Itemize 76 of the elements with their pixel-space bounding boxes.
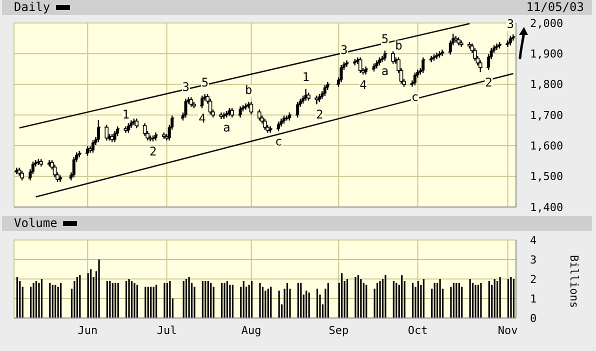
candlestick	[453, 35, 458, 43]
annotation: 2	[485, 75, 492, 90]
candlestick	[340, 64, 343, 83]
text: 11/05/03	[526, 0, 584, 15]
x-tick-label: Jun	[78, 324, 98, 337]
candlestick	[76, 150, 82, 158]
candlestick	[323, 84, 326, 97]
annotation: 1	[122, 108, 130, 122]
y-tick-label: 4	[530, 234, 537, 247]
candlestick	[284, 115, 290, 122]
candlestick	[72, 156, 76, 178]
y-tick-label: 1	[530, 292, 537, 306]
candlestick	[344, 60, 350, 68]
y-tick-label: 1,800	[530, 78, 564, 92]
candlestick	[130, 120, 133, 129]
candlestick	[478, 60, 482, 73]
annotation: 3	[506, 17, 514, 32]
candlestick	[134, 118, 139, 129]
candlestick	[268, 126, 273, 134]
annotation: c	[275, 134, 282, 149]
x-tick-label: Sep	[328, 324, 349, 337]
annotation: c	[411, 90, 419, 104]
candlestick	[230, 107, 234, 118]
annotation: b	[395, 38, 402, 53]
annotation: 5	[201, 75, 209, 90]
annotation: 4	[198, 112, 206, 126]
candlestick	[375, 60, 378, 69]
candlestick	[473, 48, 477, 62]
y-axis-title: Billions	[568, 254, 580, 308]
x-tick-label: Jul	[156, 324, 177, 337]
y-tick-label: 1,400	[530, 200, 564, 214]
annotation: 2	[150, 144, 157, 159]
annotation: 3	[182, 80, 190, 94]
candlestick	[306, 92, 310, 102]
candlestick	[440, 49, 445, 57]
annotation: 4	[360, 78, 367, 92]
chart-title: Daily	[14, 0, 50, 14]
candlestick	[184, 98, 188, 118]
y-tick-label: 1,900	[530, 48, 564, 61]
candlestick	[58, 174, 63, 182]
candlestick	[505, 40, 510, 48]
x-tick-label: Aug	[241, 324, 262, 337]
x-tick-label: Nov	[498, 324, 518, 337]
y-tick-label: 0	[530, 312, 537, 325]
annotation: 5	[381, 32, 389, 46]
annotation: b	[245, 83, 252, 98]
candlestick	[364, 66, 368, 76]
y-tick-label: 2,000	[530, 16, 564, 30]
chart-title: Volume	[14, 216, 58, 230]
candlestick	[456, 36, 460, 46]
candlestick	[238, 106, 242, 118]
y-tick-label: 1,600	[530, 140, 564, 153]
y-tick-label: 1,500	[530, 170, 564, 184]
candlestick	[208, 98, 212, 115]
candlestick	[20, 170, 24, 181]
candlestick	[358, 56, 362, 74]
candlestick	[39, 158, 44, 168]
candlestick	[510, 34, 516, 42]
candlestick	[113, 130, 116, 143]
annotation: a	[381, 64, 389, 78]
y-tick-label: 1,700	[530, 108, 564, 122]
candlestick	[142, 122, 147, 136]
candlestick	[249, 101, 254, 115]
annotation: 2	[316, 108, 324, 122]
y-tick-label: 3	[530, 253, 537, 266]
candlestick	[262, 118, 267, 130]
candlestick	[154, 132, 158, 142]
candlestick	[280, 118, 283, 128]
x-tick-label: Oct	[408, 324, 428, 337]
annotation: 3	[340, 43, 348, 58]
y-tick-label: 2	[530, 272, 537, 286]
candlestick	[458, 40, 464, 48]
candlestick	[258, 108, 262, 122]
annotation: 1	[302, 70, 310, 84]
candlestick	[52, 164, 57, 178]
annotation: a	[223, 120, 230, 135]
